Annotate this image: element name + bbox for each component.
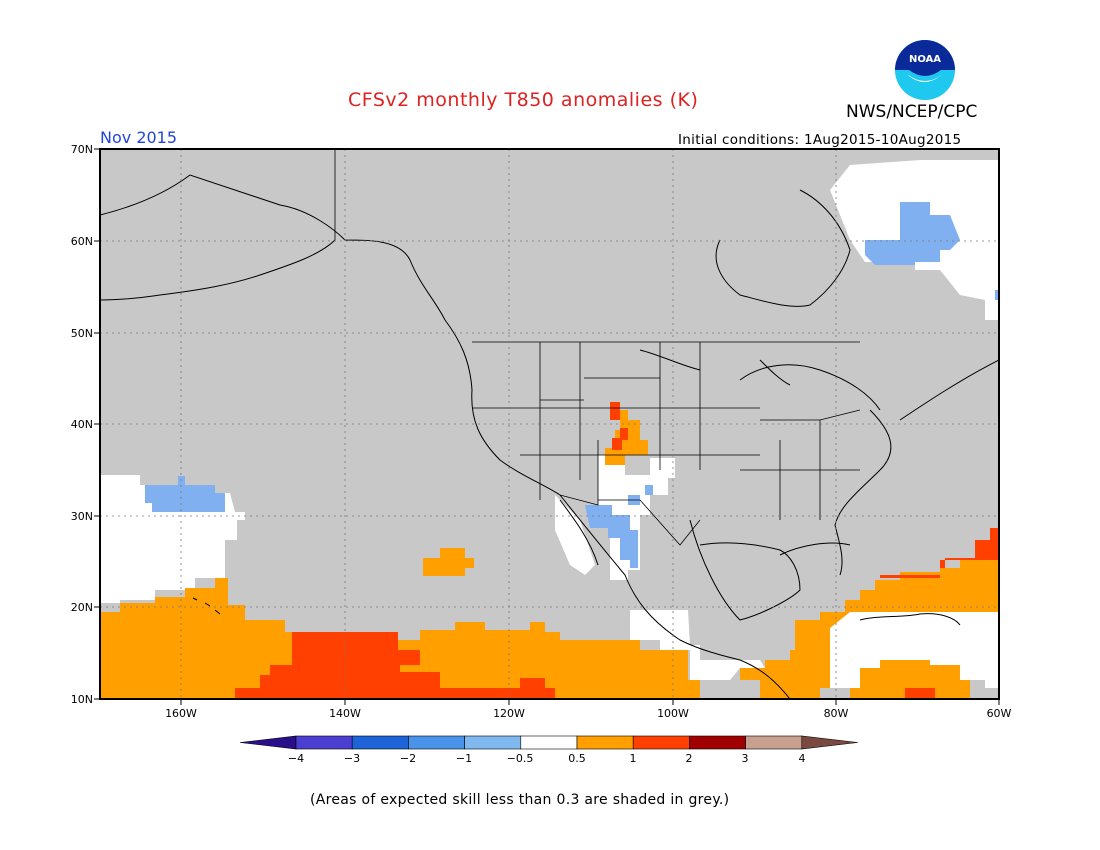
political-borders bbox=[334, 150, 861, 546]
cool-anomaly-blue bbox=[145, 202, 999, 568]
colorbar-label: −1 bbox=[456, 752, 472, 765]
colorbar-segment bbox=[632, 735, 690, 750]
lon-label: 160W bbox=[165, 707, 197, 720]
colorbar-label: 4 bbox=[799, 752, 806, 765]
colorbar-arrow-high bbox=[801, 735, 858, 750]
skill-footnote: (Areas of expected skill less than 0.3 a… bbox=[310, 792, 730, 808]
lon-label: 80W bbox=[824, 707, 849, 720]
colorbar-segment bbox=[520, 735, 578, 750]
colorbar-segment bbox=[464, 735, 522, 750]
lon-label: 120W bbox=[493, 707, 525, 720]
noaa-logo-text: NOAA bbox=[909, 54, 941, 65]
colorbar-segment bbox=[576, 735, 634, 750]
colorbar-segment bbox=[295, 735, 353, 750]
colorbar-segments bbox=[239, 735, 858, 750]
lat-label: 30N bbox=[71, 510, 93, 523]
colorbar-label: 1 bbox=[630, 752, 637, 765]
colorbar-segment bbox=[745, 735, 803, 750]
colorbar: −4 −3 −2 −1 −0.5 0.5 1 2 3 4 bbox=[239, 735, 858, 765]
colorbar-segment bbox=[689, 735, 746, 750]
colorbar-label: 2 bbox=[686, 752, 693, 765]
coastlines bbox=[100, 174, 999, 699]
colorbar-label: −0.5 bbox=[507, 752, 534, 765]
axis-ticks bbox=[94, 148, 1000, 705]
organization-label: NWS/NCEP/CPC bbox=[846, 102, 978, 122]
colorbar-arrow-low bbox=[239, 735, 297, 750]
colorbar-segment bbox=[408, 735, 465, 750]
lat-label: 70N bbox=[71, 143, 93, 156]
lon-label: 60W bbox=[987, 707, 1012, 720]
lon-label: 100W bbox=[657, 707, 689, 720]
colorbar-label: 3 bbox=[742, 752, 749, 765]
lat-label: 20N bbox=[71, 601, 93, 614]
colorbar-label: −4 bbox=[288, 752, 304, 765]
lat-label: 50N bbox=[71, 327, 93, 340]
warm-anomaly-red bbox=[235, 402, 999, 699]
graticule bbox=[100, 149, 999, 699]
initial-conditions-label: Initial conditions: 1Aug2015-10Aug2015 bbox=[678, 132, 962, 148]
lon-label: 140W bbox=[329, 707, 361, 720]
lat-label: 40N bbox=[71, 418, 93, 431]
valid-month-label: Nov 2015 bbox=[100, 128, 178, 147]
anomaly-map: 70N 60N 50N 40N 30N 20N 10N 160W 140W 12… bbox=[71, 143, 1012, 720]
colorbar-label: −2 bbox=[400, 752, 416, 765]
colorbar-label: 0.5 bbox=[568, 752, 586, 765]
colorbar-segment bbox=[351, 735, 409, 750]
colorbar-label: −3 bbox=[344, 752, 360, 765]
noaa-logo: NOAA bbox=[895, 40, 955, 100]
lat-label: 60N bbox=[71, 235, 93, 248]
lat-label: 10N bbox=[71, 693, 93, 706]
map-title: CFSv2 monthly T850 anomalies (K) bbox=[348, 89, 699, 111]
